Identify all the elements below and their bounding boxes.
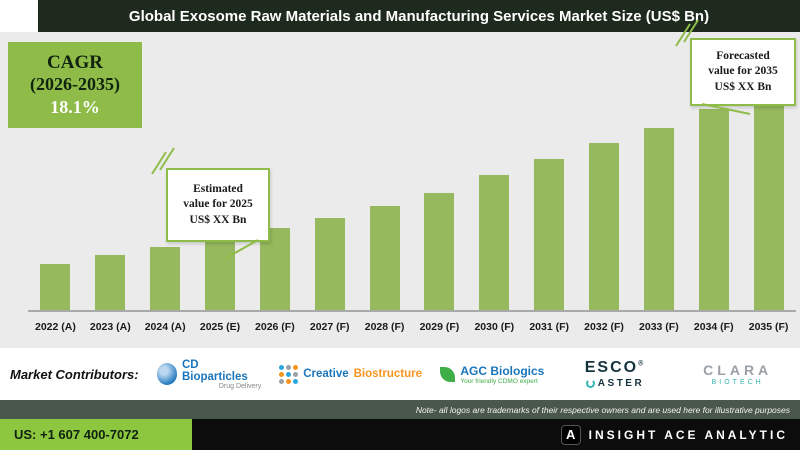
x-axis-label: 2032 (F) xyxy=(584,321,624,333)
x-axis-labels: 2022 (A) 2023 (A) 2024 (A) 2025 (E) 2026 (F)… xyxy=(28,316,796,333)
bar-column xyxy=(193,239,248,310)
x-axis-label: 2022 (A) xyxy=(35,321,76,333)
callout-line: US$ XX Bn xyxy=(189,213,247,226)
x-axis-label: 2028 (F) xyxy=(364,321,405,333)
callout-line: value for 2035 xyxy=(708,65,778,78)
trademark-note: Note- all logos are trademarks of their … xyxy=(415,404,790,415)
bar-column xyxy=(631,128,686,310)
cagr-value: 18.1% xyxy=(50,97,100,117)
market-contributors-strip: Market Contributors: CD Bioparticles Dru… xyxy=(0,348,800,400)
logo-esco-aster: ESCO® ASTER xyxy=(563,358,668,389)
bar-2023(A) xyxy=(95,255,126,310)
bar-column xyxy=(522,159,577,310)
agc-biologics-tagline: Your friendly CDMO expert xyxy=(460,377,538,385)
cd-bioparticles-name: CD Bioparticles xyxy=(181,358,248,383)
bar-column xyxy=(467,175,522,310)
bar-2033(F) xyxy=(643,128,674,310)
bar-2029(F) xyxy=(424,193,455,310)
creative-biostructure-name-2: Biostructure xyxy=(353,368,422,380)
x-axis-label: 2023 (A) xyxy=(89,321,131,333)
callout-line: Forecasted xyxy=(716,49,770,62)
x-axis-label: 2027 (F) xyxy=(309,321,350,333)
callout-line: Estimated xyxy=(193,182,243,195)
logo-cd-bioparticles: CD Bioparticles Drug Delivery xyxy=(156,358,262,390)
creative-biostructure-icon xyxy=(279,364,299,384)
callout-line: value for 2025 xyxy=(183,198,253,211)
x-axis-label: 2034 (F) xyxy=(693,321,734,333)
bar-2027(F) xyxy=(314,218,345,310)
x-axis-label: 2025 (E) xyxy=(199,321,241,333)
cagr-range: (2026-2035) xyxy=(30,74,120,94)
bar-2025(E) xyxy=(205,239,235,310)
cagr-label: CAGR xyxy=(47,52,103,73)
bar-2032(F) xyxy=(589,143,620,310)
chart-title-bar: Global Exosome Raw Materials and Manufac… xyxy=(38,0,800,32)
bar-column xyxy=(577,143,632,310)
bar-2028(F) xyxy=(369,206,400,310)
x-axis-label: 2035 (F) xyxy=(748,321,789,333)
bar-chart xyxy=(28,74,796,312)
phone-number: US: +1 607 400-7072 xyxy=(14,427,139,442)
bar-column xyxy=(138,247,193,310)
bar-column xyxy=(686,109,741,310)
x-axis-label: 2024 (A) xyxy=(144,321,186,333)
bar-2022(A) xyxy=(40,264,71,310)
cd-bioparticles-icon xyxy=(156,363,177,385)
cagr-badge: CAGR (2026-2035) 18.1% xyxy=(8,42,142,128)
agc-leaf-icon xyxy=(440,366,456,382)
insight-ace-logo-icon: A xyxy=(560,424,581,445)
bar-2030(F) xyxy=(479,175,510,310)
aster-swirl-icon xyxy=(585,378,595,388)
logo-creative-biostructure: Creative Biostructure xyxy=(279,364,422,384)
bar-column xyxy=(83,255,138,310)
clara-name: CLARA xyxy=(703,362,773,378)
bar-2024(A) xyxy=(150,247,181,310)
creative-biostructure-name-1: Creative xyxy=(303,368,349,380)
bar-column xyxy=(741,80,796,310)
bar-column xyxy=(357,206,412,310)
phone-contact-box: US: +1 607 400-7072 xyxy=(0,419,192,450)
bar-column xyxy=(412,193,467,310)
bar-2031(F) xyxy=(534,159,565,310)
agc-biologics-name: AGC Biologics xyxy=(460,363,545,378)
contributors-label: Market Contributors: xyxy=(10,366,139,382)
bar-column xyxy=(28,264,83,310)
clara-biotech-label: BIOTECH xyxy=(711,379,764,386)
callout-line: US$ XX Bn xyxy=(714,80,772,93)
logo-clara-biotech: CLARA BIOTECH xyxy=(685,362,790,386)
cd-bioparticles-tagline: Drug Delivery xyxy=(218,382,262,390)
esco-name: ESCO® xyxy=(584,358,646,376)
footer-bar: US: +1 607 400-7072 A INSIGHT ACE ANALYT… xyxy=(0,419,800,450)
x-axis-label: 2033 (F) xyxy=(639,321,679,333)
trademark-note-strip: Note- all logos are trademarks of their … xyxy=(0,400,800,419)
brand-block: A INSIGHT ACE ANALYTIC xyxy=(560,419,788,450)
brand-name: INSIGHT ACE ANALYTIC xyxy=(588,427,788,442)
x-axis-label: 2030 (F) xyxy=(474,321,515,333)
x-axis-label: 2029 (F) xyxy=(419,321,460,333)
forecasted-value-callout: Forecasted value for 2035 US$ XX Bn xyxy=(690,38,796,106)
estimated-value-callout: Estimated value for 2025 US$ XX Bn xyxy=(166,168,270,242)
logo-agc-biologics: AGC Biologics Your friendly CDMO expert xyxy=(440,364,545,385)
bar-column xyxy=(302,218,357,310)
page-title: Global Exosome Raw Materials and Manufac… xyxy=(128,7,710,25)
bar-2035(F) xyxy=(753,80,784,310)
aster-name: ASTER xyxy=(597,377,645,389)
x-axis-label: 2026 (F) xyxy=(255,321,295,333)
bar-2034(F) xyxy=(698,109,729,310)
x-axis-label: 2031 (F) xyxy=(529,321,569,333)
